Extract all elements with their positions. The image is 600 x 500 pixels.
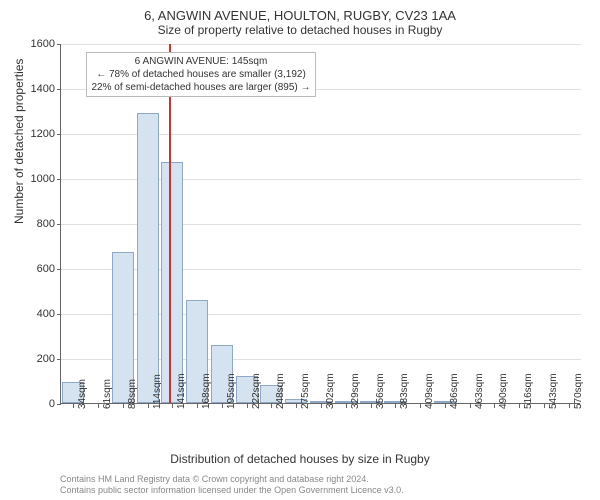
ytick-mark (57, 44, 61, 45)
xtick-mark (470, 404, 471, 408)
ytick-mark (57, 359, 61, 360)
title-main: 6, ANGWIN AVENUE, HOULTON, RUGBY, CV23 1… (0, 0, 600, 23)
ytick-label: 1200 (31, 128, 55, 140)
xtick-mark (197, 404, 198, 408)
histogram-bar (137, 113, 159, 403)
xtick-mark (222, 404, 223, 408)
ytick-mark (57, 269, 61, 270)
xtick-label: 570sqm (573, 373, 584, 409)
gridline (61, 44, 581, 45)
xtick-mark (519, 404, 520, 408)
title-sub: Size of property relative to detached ho… (0, 23, 600, 41)
xtick-label: 543sqm (548, 373, 559, 409)
xtick-mark (420, 404, 421, 408)
xtick-label: 516sqm (523, 373, 534, 409)
xtick-label: 34sqm (77, 379, 88, 409)
xtick-mark (346, 404, 347, 408)
ytick-mark (57, 179, 61, 180)
ytick-mark (57, 314, 61, 315)
ytick-label: 1600 (31, 38, 55, 50)
xtick-mark (73, 404, 74, 408)
xtick-mark (371, 404, 372, 408)
ytick-label: 1400 (31, 83, 55, 95)
xtick-mark (494, 404, 495, 408)
xtick-mark (321, 404, 322, 408)
xtick-label: 275sqm (300, 373, 311, 409)
ytick-label: 800 (37, 218, 55, 230)
x-axis-label: Distribution of detached houses by size … (0, 452, 600, 466)
ytick-label: 200 (37, 353, 55, 365)
footer-line-1: Contains HM Land Registry data © Crown c… (60, 474, 404, 485)
ytick-label: 600 (37, 263, 55, 275)
ytick-label: 0 (49, 398, 55, 410)
xtick-label: 302sqm (325, 373, 336, 409)
info-box: 6 ANGWIN AVENUE: 145sqm ← 78% of detache… (86, 52, 316, 97)
xtick-label: 436sqm (449, 373, 460, 409)
xtick-mark (296, 404, 297, 408)
ytick-mark (57, 404, 61, 405)
reference-line (169, 44, 171, 403)
footer-line-2: Contains public sector information licen… (60, 485, 404, 496)
chart-area: 0200400600800100012001400160034sqm61sqm8… (60, 44, 580, 404)
xtick-mark (395, 404, 396, 408)
ytick-label: 400 (37, 308, 55, 320)
xtick-mark (98, 404, 99, 408)
xtick-mark (569, 404, 570, 408)
xtick-mark (271, 404, 272, 408)
ytick-mark (57, 224, 61, 225)
xtick-label: 409sqm (424, 373, 435, 409)
footer: Contains HM Land Registry data © Crown c… (60, 474, 404, 497)
xtick-label: 329sqm (350, 373, 361, 409)
xtick-label: 383sqm (399, 373, 410, 409)
info-line-3: 22% of semi-detached houses are larger (… (91, 81, 311, 94)
xtick-label: 490sqm (498, 373, 509, 409)
y-axis-label: Number of detached properties (12, 59, 26, 224)
histogram-bar (161, 162, 183, 403)
info-line-1: 6 ANGWIN AVENUE: 145sqm (91, 55, 311, 68)
xtick-label: 248sqm (275, 373, 286, 409)
info-line-2: ← 78% of detached houses are smaller (3,… (91, 68, 311, 81)
xtick-mark (445, 404, 446, 408)
ytick-label: 1000 (31, 173, 55, 185)
xtick-mark (148, 404, 149, 408)
plot-region: 0200400600800100012001400160034sqm61sqm8… (60, 44, 580, 404)
xtick-mark (172, 404, 173, 408)
xtick-mark (247, 404, 248, 408)
ytick-mark (57, 89, 61, 90)
xtick-mark (544, 404, 545, 408)
xtick-mark (123, 404, 124, 408)
xtick-label: 356sqm (375, 373, 386, 409)
xtick-label: 463sqm (474, 373, 485, 409)
ytick-mark (57, 134, 61, 135)
